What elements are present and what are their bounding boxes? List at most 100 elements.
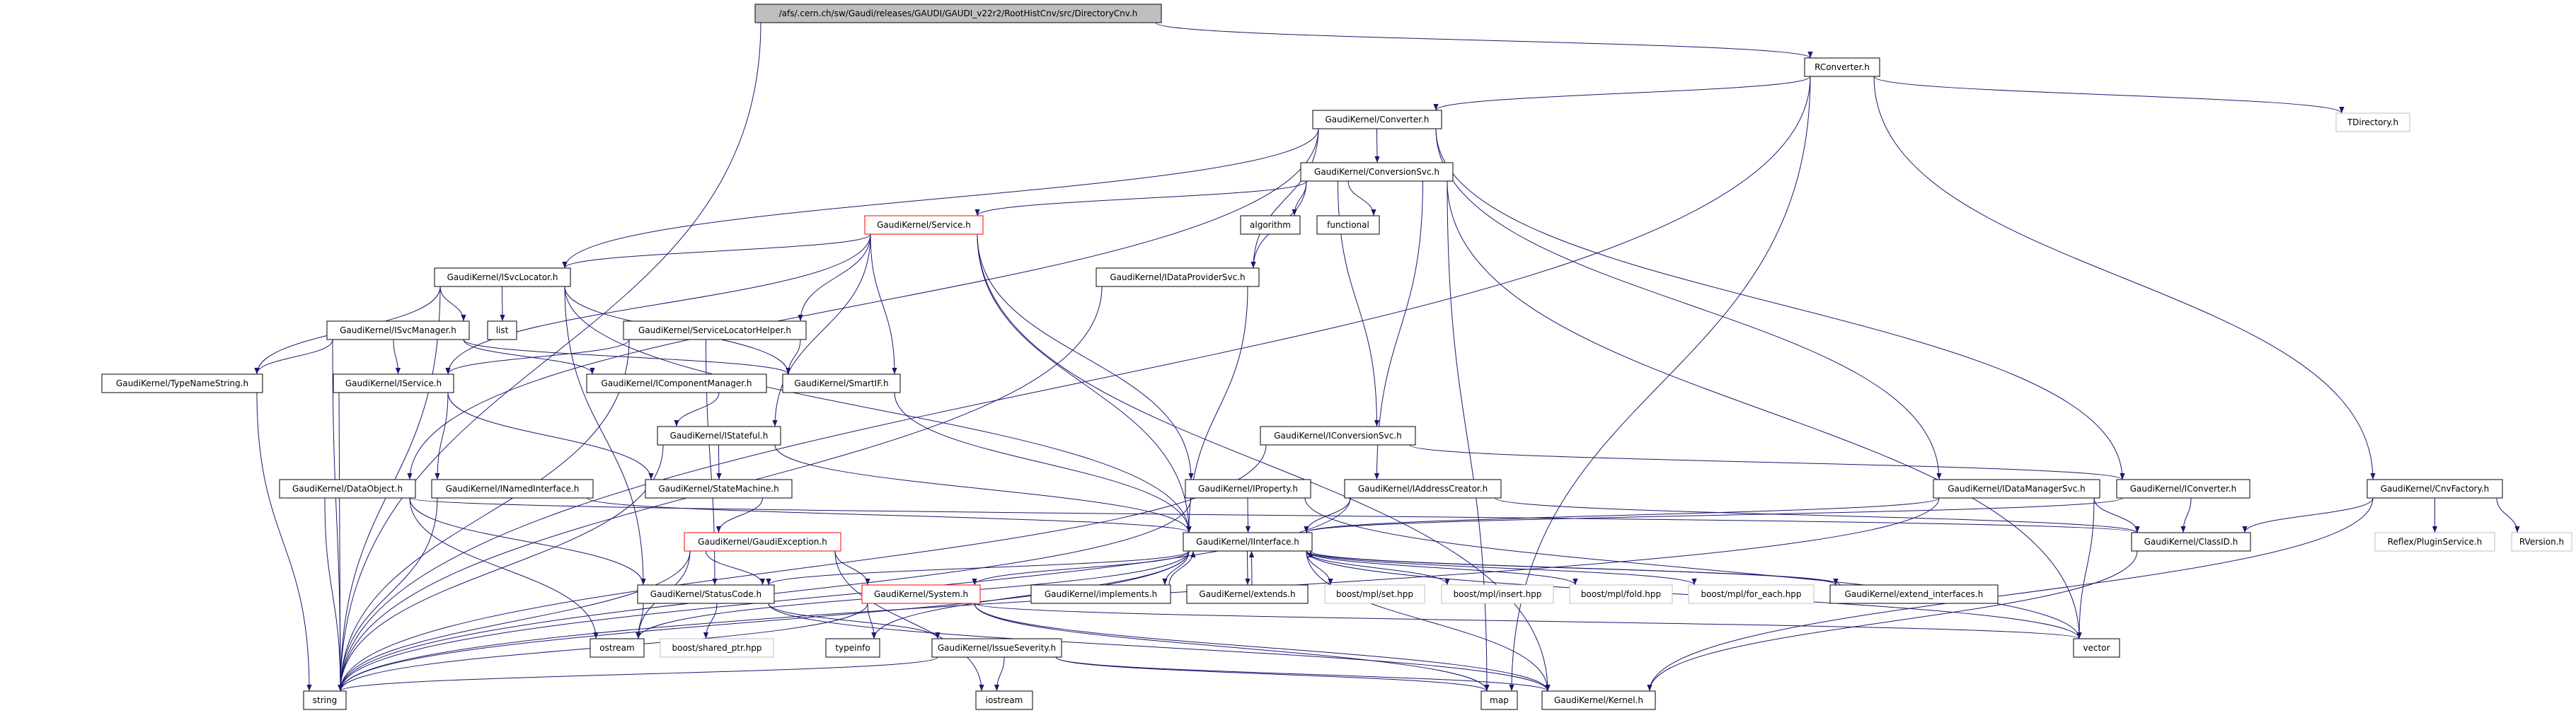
- node-IComponentManager[interactable]: GaudiKernel/IComponentManager.h: [586, 373, 767, 393]
- node-box: [1441, 584, 1554, 604]
- node-vector[interactable]: vector: [2073, 638, 2120, 658]
- node-Converter[interactable]: GaudiKernel/Converter.h: [1312, 110, 1442, 129]
- node-title[interactable]: /afs/.cern.ch/sw/Gaudi/releases/GAUDI/GA…: [754, 4, 1162, 23]
- edge-Converter-to-IConverter: [1435, 128, 2125, 480]
- node-label: GaudiKernel/ISvcManager.h: [340, 325, 456, 335]
- node-box: [434, 267, 571, 287]
- edge-Converter-to-DataObject: [407, 128, 1319, 480]
- node-box: [590, 638, 645, 658]
- node-string[interactable]: string: [303, 690, 347, 710]
- node-ClassID[interactable]: GaudiKernel/ClassID.h: [2131, 532, 2251, 552]
- node-CnvFactory[interactable]: GaudiKernel/CnvFactory.h: [2367, 479, 2503, 499]
- edge-DataObject-to-string: [324, 497, 343, 692]
- node-box: [1030, 584, 1171, 604]
- edge-Converter-to-IDataManagerSvc: [1435, 128, 1942, 480]
- edge-IService-to-string: [338, 392, 343, 692]
- node-iostream[interactable]: iostream: [975, 690, 1033, 710]
- edge-INamedInterface-to-string: [338, 497, 438, 692]
- node-StateMachine[interactable]: GaudiKernel/StateMachine.h: [645, 479, 793, 499]
- node-extend_interfaces[interactable]: GaudiKernel/extend_interfaces.h: [1829, 584, 1999, 604]
- edge-Service-to-IInterface: [977, 233, 1192, 533]
- edge-IInterface-to-System: [972, 550, 1190, 586]
- edge-StatusCode-to-ostream: [636, 603, 644, 639]
- edge-ConversionSvc-to-functional: [1347, 180, 1376, 216]
- node-ISvcManager[interactable]: GaudiKernel/ISvcManager.h: [326, 320, 470, 340]
- edge-IInterface-to-mplforeach: [1306, 550, 1697, 586]
- node-Kernel[interactable]: GaudiKernel/Kernel.h: [1541, 690, 1656, 710]
- edge-IStateful-to-IInterface: [774, 444, 1192, 533]
- edge-ISvcManager-to-SmartIF: [463, 339, 791, 375]
- edge-GaudiException-to-System: [834, 550, 870, 586]
- node-box: [1260, 426, 1416, 446]
- node-SmartIF[interactable]: GaudiKernel/SmartIF.h: [782, 373, 901, 393]
- edge-DataObject-to-ostream: [409, 497, 599, 639]
- node-System[interactable]: GaudiKernel/System.h: [861, 584, 981, 604]
- node-implements[interactable]: GaudiKernel/implements.h: [1030, 584, 1171, 604]
- node-IStateful[interactable]: GaudiKernel/IStateful.h: [657, 426, 781, 446]
- node-label: GaudiKernel/IAddressCreator.h: [1358, 484, 1488, 494]
- node-box: [2131, 532, 2251, 552]
- node-IService[interactable]: GaudiKernel/IService.h: [333, 373, 454, 393]
- edge-DataObject-to-StatusCode: [409, 497, 646, 586]
- edge-System-to-typeinfo: [867, 603, 877, 639]
- edge-Service-to-IProperty: [977, 233, 1194, 480]
- node-Service[interactable]: GaudiKernel/Service.h: [864, 215, 984, 235]
- edge-Service-to-IService: [445, 233, 871, 375]
- edge-GaudiException-to-StatusCode: [706, 550, 766, 586]
- nodes-layer: /afs/.cern.ch/sw/Gaudi/releases/GAUDI/GA…: [101, 4, 2572, 710]
- node-StatusCode[interactable]: GaudiKernel/StatusCode.h: [637, 584, 775, 604]
- node-label: boost/mpl/fold.hpp: [1581, 589, 1661, 599]
- node-ostream[interactable]: ostream: [590, 638, 645, 658]
- node-GaudiException[interactable]: GaudiKernel/GaudiException.h: [684, 532, 841, 552]
- node-INamedInterface[interactable]: GaudiKernel/INamedInterface.h: [431, 479, 594, 499]
- edge-RConverter-to-map: [1509, 76, 1811, 692]
- node-IInterface[interactable]: GaudiKernel/IInterface.h: [1183, 532, 1313, 552]
- edge-IConverter-to-ClassID: [2180, 497, 2192, 533]
- node-IssueSeverity[interactable]: GaudiKernel/IssueSeverity.h: [931, 638, 1062, 658]
- edge-ConversionSvc-to-vector: [1447, 180, 2082, 639]
- node-ServiceLocatorHelper[interactable]: GaudiKernel/ServiceLocatorHelper.h: [623, 320, 807, 340]
- edge-IService-to-StateMachine: [447, 392, 654, 480]
- node-ConversionSvc[interactable]: GaudiKernel/ConversionSvc.h: [1300, 162, 1454, 182]
- node-IConversionSvc[interactable]: GaudiKernel/IConversionSvc.h: [1260, 426, 1416, 446]
- node-box: [637, 584, 775, 604]
- node-IConverter[interactable]: GaudiKernel/IConverter.h: [2116, 479, 2250, 499]
- node-label: boost/mpl/insert.hpp: [1454, 589, 1542, 599]
- edge-IssueSeverity-to-Kernel: [1055, 656, 1551, 692]
- edge-IInterface-to-implements: [1162, 550, 1190, 586]
- node-label: GaudiKernel/IConversionSvc.h: [1274, 431, 1402, 441]
- node-label: GaudiKernel/TypeNameString.h: [116, 378, 248, 388]
- node-ISvcLocator[interactable]: GaudiKernel/ISvcLocator.h: [434, 267, 571, 287]
- node-functional[interactable]: functional: [1316, 215, 1380, 235]
- edge-SmartIF-to-IInterface: [894, 392, 1192, 533]
- node-label: GaudiKernel/SmartIF.h: [794, 378, 888, 388]
- node-IAddressCreator[interactable]: GaudiKernel/IAddressCreator.h: [1344, 479, 1502, 499]
- edge-title-to-RConverter: [1155, 22, 1813, 59]
- node-map[interactable]: map: [1480, 690, 1518, 710]
- node-algorithm[interactable]: algorithm: [1240, 215, 1301, 235]
- edge-CnvFactory-to-RVersion: [2496, 497, 2520, 533]
- node-label: iostream: [986, 695, 1023, 705]
- node-box: [1183, 532, 1313, 552]
- node-box: [279, 479, 416, 499]
- node-list[interactable]: list: [487, 320, 517, 340]
- node-box: [326, 320, 470, 340]
- node-box: [1096, 267, 1260, 287]
- node-label: /afs/.cern.ch/sw/Gaudi/releases/GAUDI/GA…: [779, 8, 1138, 18]
- node-box: [657, 426, 781, 446]
- node-DataObject[interactable]: GaudiKernel/DataObject.h: [279, 479, 416, 499]
- node-RConverter[interactable]: RConverter.h: [1804, 57, 1880, 77]
- node-label: functional: [1327, 220, 1369, 230]
- node-mplfold: boost/mpl/fold.hpp: [1569, 584, 1673, 604]
- node-box: [1240, 215, 1301, 235]
- edge-ISvcLocator-to-IInterface: [564, 286, 1192, 533]
- node-typeinfo[interactable]: typeinfo: [825, 638, 880, 658]
- node-TypeNameString[interactable]: GaudiKernel/TypeNameString.h: [101, 373, 263, 393]
- node-IProperty[interactable]: GaudiKernel/IProperty.h: [1185, 479, 1311, 499]
- node-extends[interactable]: GaudiKernel/extends.h: [1186, 584, 1309, 604]
- node-label: GaudiKernel/System.h: [874, 589, 968, 599]
- node-box: [2374, 532, 2495, 552]
- node-IDataProviderSvc[interactable]: GaudiKernel/IDataProviderSvc.h: [1096, 267, 1260, 287]
- node-label: GaudiKernel/StatusCode.h: [650, 589, 761, 599]
- node-IDataManagerSvc[interactable]: GaudiKernel/IDataManagerSvc.h: [1933, 479, 2100, 499]
